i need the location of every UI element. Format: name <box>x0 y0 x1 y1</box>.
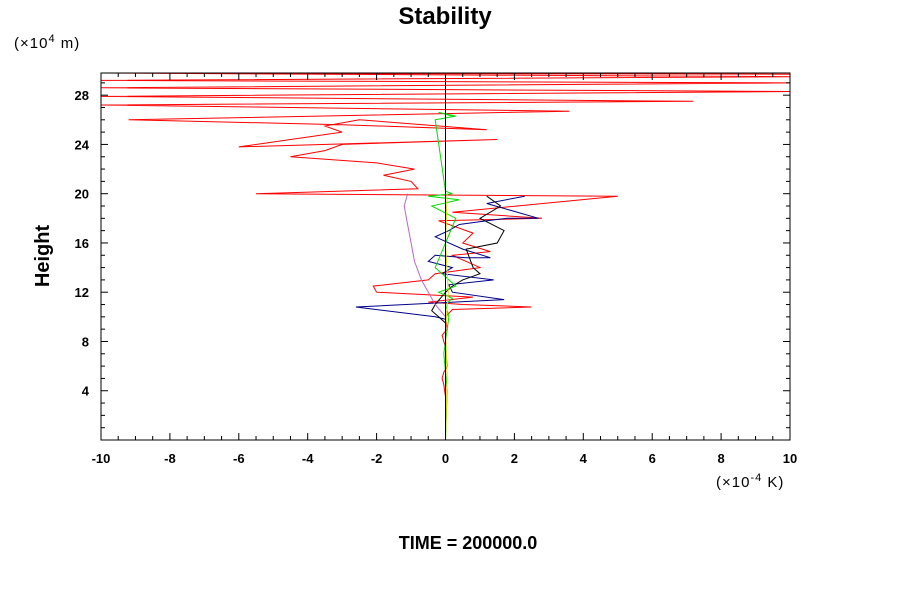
y-tick-label: 24 <box>75 137 90 152</box>
x-tick-label: -2 <box>371 451 383 466</box>
time-footer: TIME = 200000.0 <box>399 533 538 553</box>
y-unit-label: (×104 m) <box>14 33 80 52</box>
x-unit-label: (×10-4 K) <box>716 472 784 491</box>
y-tick-label: 12 <box>75 285 89 300</box>
y-tick-label: 4 <box>82 384 90 399</box>
x-unit-prefix: (×10 <box>716 474 750 491</box>
series-line-5 <box>428 111 460 441</box>
x-tick-label: -10 <box>92 451 111 466</box>
y-unit-suffix: m) <box>56 35 81 52</box>
x-tick-label: -4 <box>302 451 314 466</box>
series-line-2 <box>355 195 539 440</box>
y-tick-label: 8 <box>82 334 89 349</box>
x-unit-suffix: K) <box>762 474 784 491</box>
x-tick-label: 4 <box>580 451 588 466</box>
chart-title: Stability <box>398 3 492 30</box>
x-tick-label: 10 <box>783 451 797 466</box>
y-axis-label: Height <box>32 225 54 288</box>
x-tick-label: -8 <box>164 451 176 466</box>
series-line-4 <box>403 193 446 440</box>
x-tick-label: 0 <box>442 451 449 466</box>
x-tick-label: 2 <box>511 451 518 466</box>
x-tick-label: -6 <box>233 451 245 466</box>
axes-layer <box>100 72 791 441</box>
x-tick-label: 6 <box>649 451 656 466</box>
y-unit-exponent: 4 <box>48 33 55 45</box>
series-layer <box>100 72 791 441</box>
y-tick-label: 16 <box>75 236 89 251</box>
y-tick-label: 20 <box>75 187 89 202</box>
x-tick-label: 8 <box>717 451 724 466</box>
series-line-3 <box>431 195 505 440</box>
y-tick-label: 28 <box>75 88 89 103</box>
y-unit-prefix: (×10 <box>14 35 48 52</box>
x-unit-exponent: -4 <box>750 472 762 484</box>
